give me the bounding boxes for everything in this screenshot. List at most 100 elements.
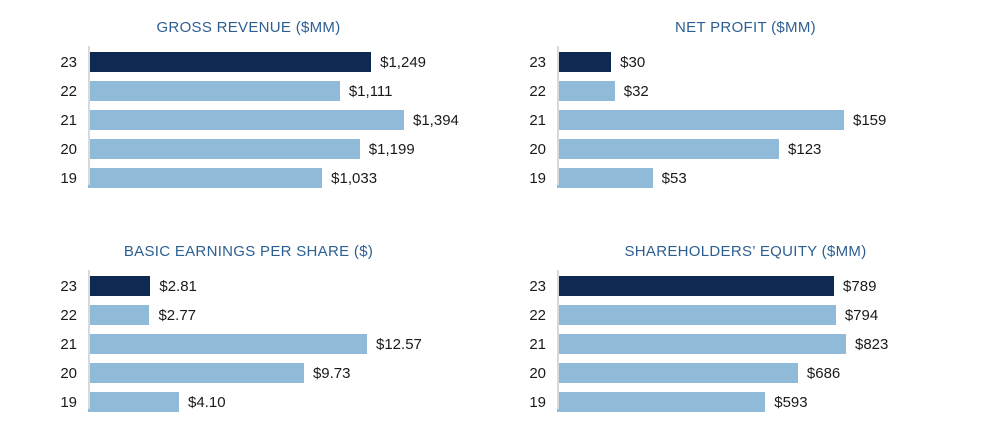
value-label: $794 (844, 306, 879, 324)
bars-container: 23 $30 22 $32 21 $159 20 $123 19 $53 (497, 52, 994, 188)
bar-row: 19 $53 (497, 168, 994, 188)
bar (88, 276, 151, 296)
bar (88, 52, 372, 72)
bar-row: 23 $1,249 (0, 52, 497, 72)
bar (88, 81, 340, 101)
bar (88, 168, 323, 188)
year-label: 21 (60, 111, 77, 129)
gross-revenue-chart: GROSS REVENUE ($MM) 23 $1,249 22 $1,111 21 $1… (0, 0, 497, 224)
value-label: $159 (853, 111, 887, 129)
bars-container: 23 $1,249 22 $1,111 21 $1,394 20 $1,199 19 $1,033 (0, 52, 497, 188)
year-label: 19 (60, 393, 77, 411)
bar-row: 19 $593 (497, 392, 994, 412)
bar (88, 139, 360, 159)
value-label: $1,111 (348, 82, 393, 100)
value-label: $32 (623, 82, 649, 100)
bar (88, 363, 304, 383)
bar-row: 20 $123 (497, 139, 994, 159)
bar (557, 392, 766, 412)
value-label: $12.57 (376, 335, 422, 353)
value-label: $123 (788, 140, 822, 158)
year-label: 22 (60, 306, 77, 324)
year-label: 21 (60, 335, 77, 353)
bar (557, 334, 846, 354)
bar (88, 305, 150, 325)
value-label: $593 (774, 393, 808, 411)
year-label: 21 (529, 111, 546, 129)
year-label: 22 (60, 82, 77, 100)
bar-row: 20 $686 (497, 363, 994, 383)
year-label: 20 (529, 140, 546, 158)
bar (88, 392, 179, 412)
bar-row: 19 $4.10 (0, 392, 497, 412)
year-label: 20 (60, 364, 77, 382)
value-label: $789 (843, 277, 877, 295)
y-axis-line (557, 270, 559, 409)
bar (557, 81, 615, 101)
year-label: 23 (60, 53, 77, 71)
bar-row: 22 $1,111 (0, 81, 497, 101)
year-label: 19 (60, 169, 77, 187)
bar-row: 23 $30 (497, 52, 994, 72)
plot-area: 23 $1,249 22 $1,111 21 $1,394 20 $1,199 19 $1,033 (0, 46, 497, 188)
chart-title: BASIC EARNINGS PER SHARE ($) (123, 243, 374, 260)
bar-row: 19 $1,033 (0, 168, 497, 188)
bar (557, 110, 844, 130)
bar (557, 52, 612, 72)
bar-row: 21 $823 (497, 334, 994, 354)
bar-row: 21 $12.57 (0, 334, 497, 354)
year-label: 19 (529, 393, 546, 411)
y-axis-line (557, 46, 559, 185)
bar (557, 139, 780, 159)
year-label: 19 (529, 169, 546, 187)
year-label: 22 (529, 82, 546, 100)
bar (88, 110, 404, 130)
chart-title: SHAREHOLDERS’ EQUITY ($MM) (624, 243, 867, 260)
value-label: $2.81 (159, 277, 197, 295)
year-label: 20 (529, 364, 546, 382)
bar (557, 276, 835, 296)
value-label: $1,249 (380, 53, 427, 71)
year-label: 21 (529, 335, 546, 353)
plot-area: 23 $30 22 $32 21 $159 20 $123 19 $53 (497, 46, 994, 188)
y-axis-line (88, 46, 90, 185)
value-label: $2.77 (158, 306, 197, 324)
y-axis-line (88, 270, 90, 409)
value-label: $30 (620, 53, 646, 71)
chart-title: GROSS REVENUE ($MM) (156, 19, 341, 36)
value-label: $1,033 (331, 169, 378, 187)
bar-row: 20 $1,199 (0, 139, 497, 159)
year-label: 23 (529, 277, 546, 295)
net-profit-chart: NET PROFIT ($MM) 23 $30 22 $32 21 $159 20 $123 1… (497, 0, 994, 224)
plot-area: 23 $2.81 22 $2.77 21 $12.57 20 $9.73 19 $4.10 (0, 270, 497, 412)
bar (557, 305, 836, 325)
bar (557, 168, 653, 188)
value-label: $1,394 (413, 111, 459, 129)
year-label: 23 (529, 53, 546, 71)
bar-row: 22 $2.77 (0, 305, 497, 325)
bar (88, 334, 367, 354)
value-label: $4.10 (188, 393, 226, 411)
year-label: 22 (529, 306, 546, 324)
year-label: 20 (60, 140, 77, 158)
bar-row: 23 $2.81 (0, 276, 497, 296)
bar-row: 20 $9.73 (0, 363, 497, 383)
bars-container: 23 $2.81 22 $2.77 21 $12.57 20 $9.73 19 $4.10 (0, 276, 497, 412)
value-label: $686 (806, 364, 841, 382)
value-label: $9.73 (312, 364, 351, 382)
bar-row: 21 $159 (497, 110, 994, 130)
chart-title: NET PROFIT ($MM) (675, 19, 816, 36)
year-label: 23 (60, 277, 77, 295)
bar (557, 363, 798, 383)
value-label: $823 (855, 335, 889, 353)
basic-eps-chart: BASIC EARNINGS PER SHARE ($) 23 $2.81 22 $2… (0, 224, 497, 448)
bar-row: 21 $1,394 (0, 110, 497, 130)
bars-container: 23 $789 22 $794 21 $823 20 $686 19 $593 (497, 276, 994, 412)
bar-row: 23 $789 (497, 276, 994, 296)
bar-row: 22 $794 (497, 305, 994, 325)
plot-area: 23 $789 22 $794 21 $823 20 $686 19 $593 (497, 270, 994, 412)
shareholders-equity-chart: SHAREHOLDERS’ EQUITY ($MM) 23 $789 22 $794 2… (497, 224, 994, 448)
bar-row: 22 $32 (497, 81, 994, 101)
value-label: $1,199 (368, 140, 415, 158)
